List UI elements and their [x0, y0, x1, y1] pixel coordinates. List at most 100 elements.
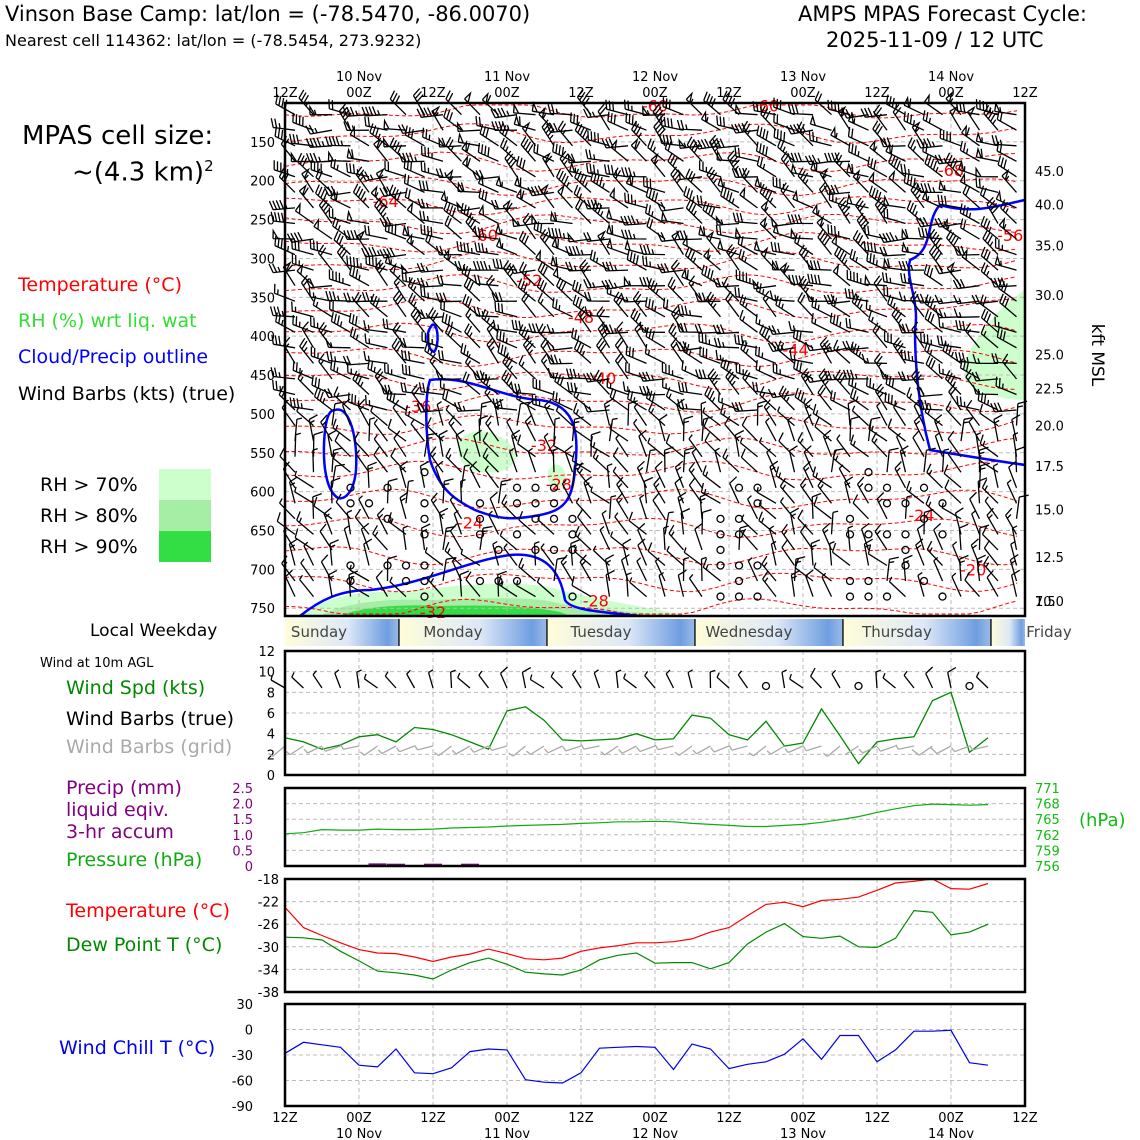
wind-barb — [810, 539, 821, 566]
wind-barb — [448, 415, 463, 442]
wind-barb — [547, 104, 573, 116]
wind-calm-circle — [568, 514, 577, 523]
wind-barb — [459, 570, 470, 597]
wind-barb — [624, 192, 647, 209]
wind-barb — [676, 322, 703, 333]
wind-barb — [885, 141, 906, 162]
wind-barb — [369, 293, 388, 318]
wind-barb — [352, 183, 370, 209]
kft-tick-label: 20.0 — [1035, 419, 1064, 434]
wind-barb — [511, 319, 536, 333]
wind-barb — [781, 539, 796, 566]
wind-barb — [329, 539, 339, 566]
wind-barb — [614, 337, 629, 364]
wind-barb — [916, 183, 943, 194]
wind-barb — [585, 149, 610, 162]
wind-barb — [975, 146, 999, 162]
wind-barb — [455, 429, 465, 457]
wind-barb — [573, 339, 592, 364]
wind-barb — [343, 525, 352, 551]
wind-barb — [445, 404, 462, 427]
wind-barb — [986, 569, 999, 597]
wind-barb — [547, 367, 573, 380]
wind-calm-circle — [364, 499, 374, 508]
wind-barb — [915, 217, 943, 228]
wind-barb — [346, 509, 353, 535]
wind-barb — [574, 121, 592, 147]
temperature-contour-label: -60 — [472, 226, 498, 245]
wind-barb — [623, 99, 647, 116]
wind-barb — [364, 225, 388, 240]
wind-barb — [900, 272, 925, 287]
wind-barb — [739, 437, 758, 458]
wind-barb — [742, 120, 758, 147]
wind-barb — [609, 423, 629, 442]
wind-barb — [741, 167, 758, 193]
wind-barb — [928, 228, 944, 255]
wind-calm-circle — [901, 561, 910, 570]
temp-frame — [283, 877, 1027, 994]
wind-barb — [794, 558, 814, 582]
wind-barb — [903, 95, 925, 116]
wind-barb — [888, 153, 906, 178]
wind-barb — [474, 242, 499, 256]
wind-barb — [722, 448, 740, 473]
legend-cloud: Cloud/Precip outline — [18, 346, 209, 368]
wind-barb — [944, 479, 962, 504]
wind-barb — [660, 116, 684, 131]
wind-barb — [490, 107, 518, 119]
top-time-tick: 12Z — [716, 86, 742, 101]
wind-barb — [920, 332, 943, 349]
wind-barb — [661, 362, 684, 380]
wind-barb — [460, 202, 481, 225]
wind-barb — [727, 150, 740, 178]
wind-barb — [886, 556, 899, 582]
wind-barb — [977, 390, 999, 411]
wind-barb — [922, 110, 943, 131]
wind-barb — [478, 203, 499, 225]
wind-barb — [788, 445, 798, 473]
wind-barb — [593, 369, 610, 395]
wind-barb — [937, 194, 962, 209]
wind-barb — [270, 118, 296, 131]
wind10m-barb-true — [363, 673, 378, 689]
wind-calm-circle — [420, 514, 429, 523]
wind-barb — [731, 401, 758, 412]
wind10m-barb-grid — [636, 745, 656, 753]
wind-barb — [365, 254, 388, 271]
wind-barb — [829, 312, 851, 333]
wind-barb — [533, 541, 540, 566]
wind-barb — [670, 259, 685, 287]
wind-barb — [361, 291, 388, 302]
cell-size-label: MPAS cell size: — [22, 121, 214, 151]
wind-calm-circle — [753, 561, 762, 570]
wind-barb — [333, 386, 351, 411]
wind-barb — [442, 389, 462, 411]
wind-barb — [486, 336, 500, 364]
wind-barb — [615, 433, 629, 458]
pressure-tick-label: 200 — [250, 175, 275, 190]
wind-barb — [331, 463, 346, 488]
wind-barb — [626, 249, 647, 271]
wind-barb — [762, 290, 777, 318]
kft-tick-label: 12.5 — [1035, 551, 1064, 566]
wind-barb — [647, 278, 666, 302]
wind-barb — [644, 203, 666, 225]
wind-barb — [980, 215, 999, 240]
wind-barb — [688, 573, 703, 597]
wind-barb — [725, 291, 740, 318]
wind-barb — [665, 433, 684, 458]
wind-barb — [613, 291, 629, 318]
precip-tick-label: 2.5 — [232, 782, 253, 797]
wind-barb — [438, 507, 449, 535]
wind-barb — [514, 175, 536, 194]
wind-barb — [630, 308, 647, 333]
wind-barb — [823, 184, 851, 196]
wind-barb — [354, 508, 370, 535]
wind-barb — [463, 448, 481, 473]
wind-barb — [419, 210, 444, 225]
top-time-tick: 12Z — [864, 86, 890, 101]
wind-barb — [644, 296, 666, 318]
wind-barb — [887, 294, 906, 318]
wind10m-barb-grid — [929, 745, 952, 755]
